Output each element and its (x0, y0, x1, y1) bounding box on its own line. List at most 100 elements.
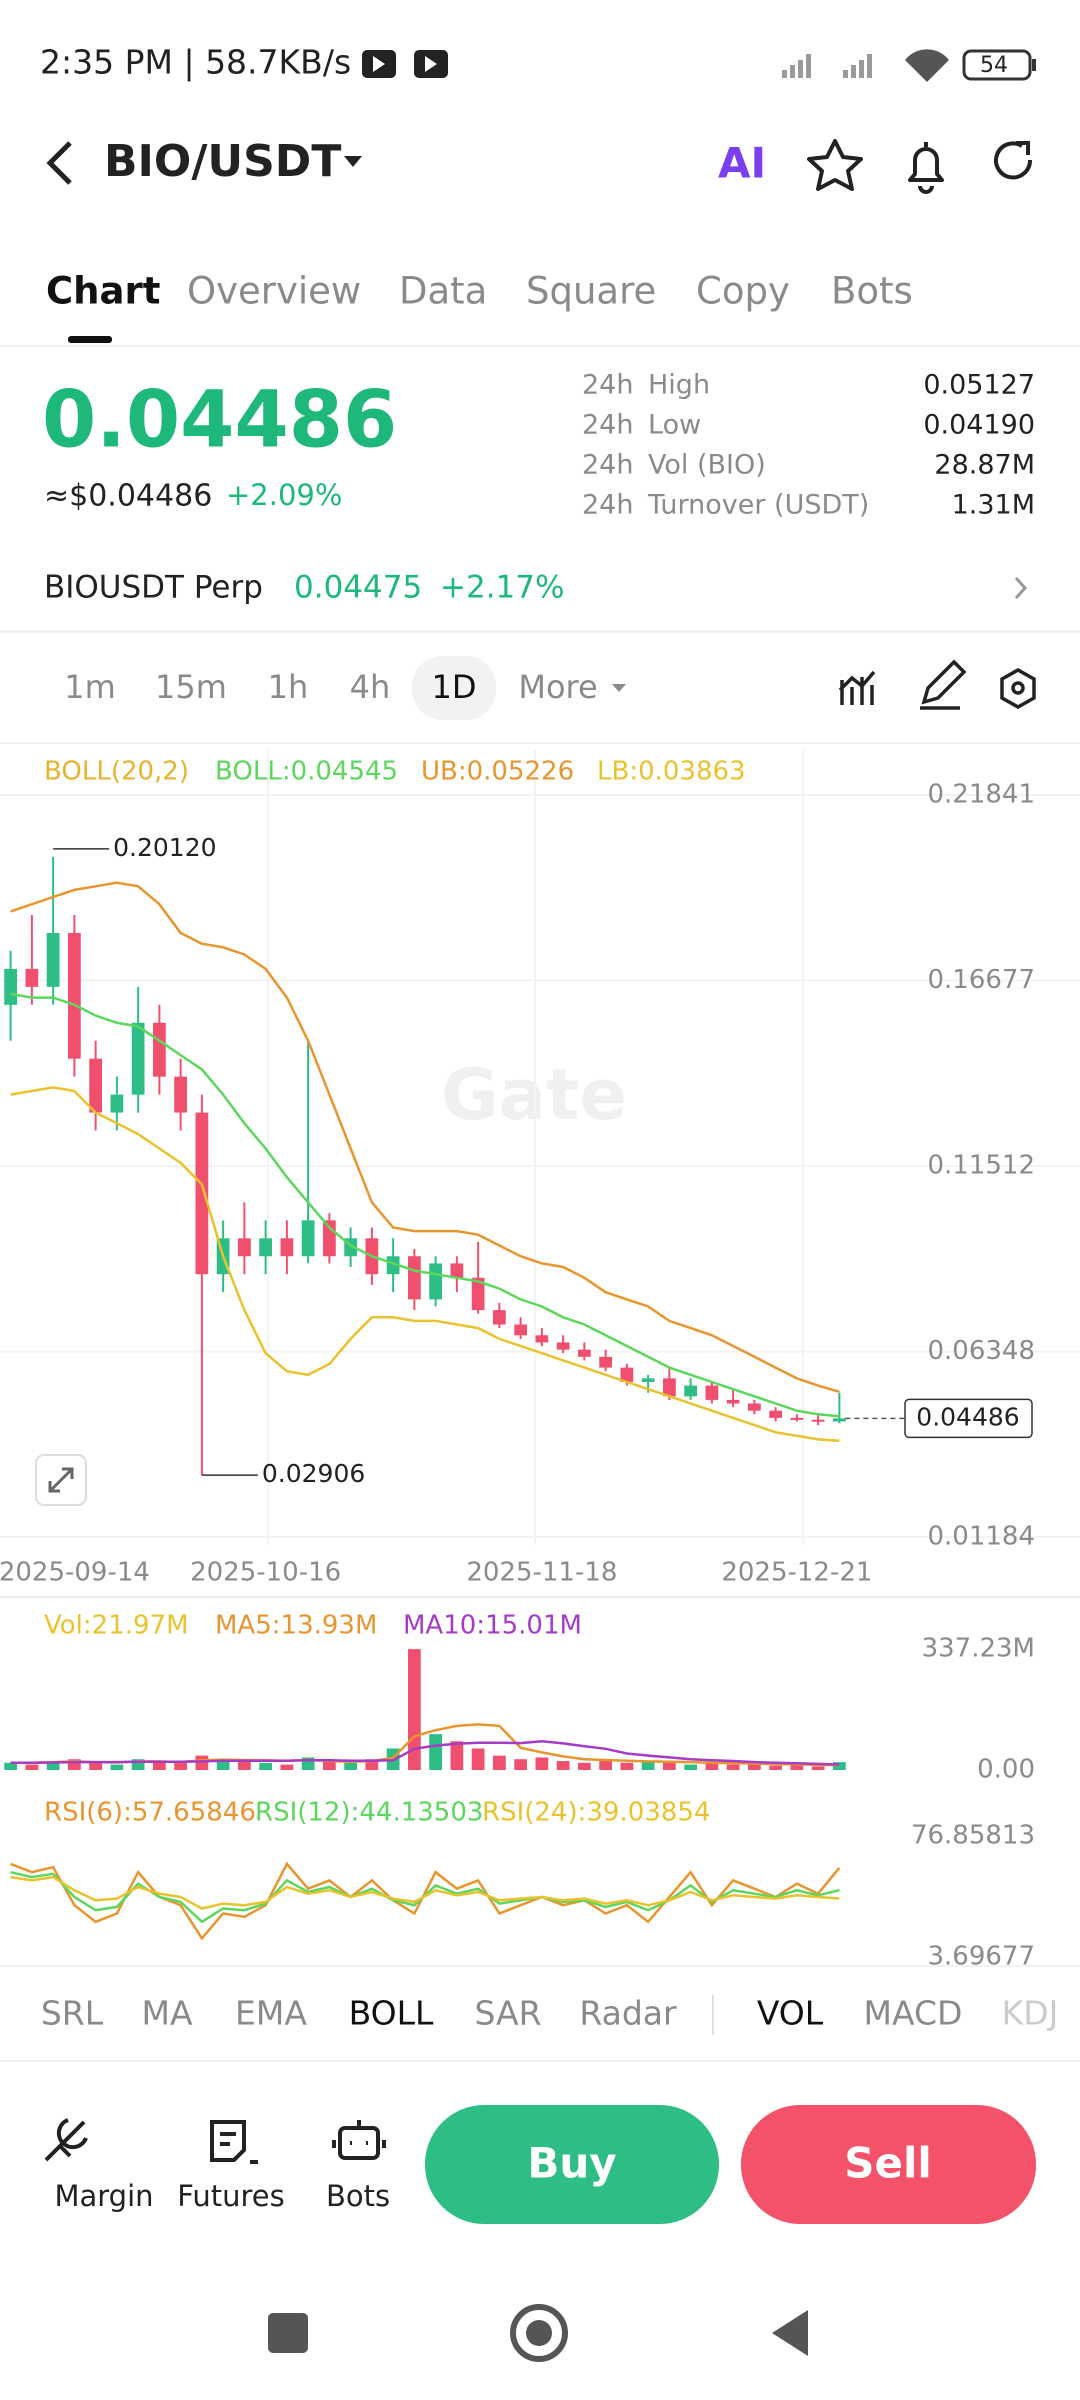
indicator-tab[interactable]: SRL (41, 1994, 104, 2033)
divider (0, 630, 1080, 633)
volume-bar (514, 1759, 527, 1770)
alert-button[interactable] (908, 142, 944, 194)
rsi-line (10, 1861, 841, 1941)
boll-line (10, 1086, 840, 1443)
candle-body (535, 1335, 549, 1343)
perp-chevron[interactable] (1014, 576, 1028, 600)
nav-recents[interactable] (268, 2313, 308, 2353)
interval[interactable]: 15m (155, 668, 227, 706)
indicator-tab[interactable]: KDJ (1002, 1994, 1059, 2033)
indicator-tab[interactable]: VOL (757, 1994, 824, 2033)
chart-tools[interactable] (838, 659, 1036, 710)
candle-body (599, 1356, 612, 1368)
volume-bar (684, 1764, 697, 1770)
candle-body (259, 1238, 272, 1257)
stat-label: Vol (BIO) (648, 450, 766, 481)
action-label[interactable]: Margin (54, 2179, 153, 2213)
tab[interactable]: Copy (696, 270, 790, 313)
interval[interactable]: 1h (268, 668, 309, 706)
status-icons (362, 49, 1036, 82)
pair-title[interactable]: BIO/USDT (104, 136, 341, 187)
legend-entry: RSI(6):57.65846 (44, 1798, 256, 1828)
pair-dropdown[interactable] (344, 156, 362, 167)
tab[interactable]: Chart (46, 270, 160, 313)
divider (712, 1995, 714, 2035)
candle-body (68, 932, 81, 1059)
interval[interactable]: More (518, 668, 597, 706)
candle-body (238, 1238, 251, 1257)
candle-body (110, 1094, 124, 1113)
sell-button[interactable] (741, 2105, 1036, 2224)
candle-body (493, 1310, 506, 1325)
usd-price: ≈$0.04486 (44, 479, 212, 514)
indicator-tab[interactable]: SAR (474, 1994, 541, 2033)
indicator-tab[interactable]: MACD (864, 1994, 963, 2033)
y-tick-label: 0.21841 (927, 780, 1035, 810)
candle-body (663, 1378, 676, 1397)
indicator-tab[interactable]: BOLL (349, 1994, 434, 2033)
ai-button[interactable]: AI (718, 139, 766, 188)
stat-label: High (648, 370, 710, 401)
volume-bar (663, 1762, 676, 1770)
candle-body (471, 1277, 485, 1311)
indicator-tab[interactable]: Radar (579, 1994, 677, 2033)
tab[interactable]: Square (526, 270, 656, 313)
favorite-button[interactable] (807, 139, 863, 191)
candle-body (450, 1263, 464, 1278)
volume-bar (705, 1762, 719, 1770)
nav-back[interactable] (772, 2310, 808, 2356)
divider (0, 2060, 1080, 2062)
x-tick-label: 2025-11-18 (466, 1558, 617, 1588)
candle-body (556, 1342, 570, 1350)
interval[interactable]: 1m (64, 668, 116, 706)
tab[interactable]: Bots (831, 270, 913, 313)
y-tick-label: 337.23M (922, 1634, 1035, 1664)
volume-bar (429, 1734, 442, 1770)
last-price-box (904, 1398, 1033, 1439)
perp-change[interactable]: +2.17% (440, 570, 564, 606)
nav-home[interactable] (510, 2304, 568, 2362)
y-tick-label: 0.06348 (927, 1336, 1035, 1366)
indicator-tab[interactable]: MA (141, 1994, 192, 2033)
action-icons (44, 2118, 386, 2164)
stat-value: 0.05127 (923, 370, 1035, 401)
candle-body (25, 968, 39, 987)
x-tick-label: 2025-09-14 (0, 1558, 150, 1588)
volume-bar (726, 1764, 740, 1770)
candle-body (408, 1256, 421, 1300)
interval-selected-bg (412, 656, 496, 720)
buy-label[interactable]: Buy (527, 2139, 616, 2188)
volume-bar (4, 1762, 17, 1770)
volume-bar (450, 1741, 464, 1770)
candle-body (386, 1256, 400, 1275)
share-button[interactable] (994, 141, 1033, 180)
action-label[interactable]: Bots (326, 2179, 390, 2213)
action-label[interactable]: Futures (177, 2179, 284, 2213)
x-tick-label: 2025-10-16 (190, 1558, 341, 1588)
sell-label[interactable]: Sell (844, 2139, 932, 2188)
volume-bar (89, 1762, 102, 1770)
perp-name[interactable]: BIOUSDT Perp (44, 570, 263, 606)
candle-body (4, 968, 17, 1005)
tab[interactable]: Overview (187, 270, 361, 313)
indicator-tab[interactable]: EMA (235, 1994, 307, 2033)
candle-body (578, 1349, 591, 1357)
perp-price[interactable]: 0.04475 (294, 570, 422, 606)
back-button[interactable] (46, 141, 72, 185)
volume-bar (365, 1759, 379, 1770)
buy-button[interactable] (425, 2105, 719, 2224)
volume-bar (620, 1762, 634, 1770)
interval[interactable]: 4h (350, 668, 391, 706)
volume-bar (46, 1761, 60, 1770)
volume-bar (259, 1762, 272, 1770)
annotation-label: 0.20120 (113, 833, 216, 862)
expand-icon (48, 1467, 74, 1493)
interval[interactable]: 1D (432, 668, 477, 706)
tab[interactable]: Data (399, 270, 487, 313)
y-tick-label: 76.85813 (911, 1821, 1035, 1851)
volume-bar (131, 1759, 145, 1770)
candle-body (684, 1385, 697, 1397)
candle-body (301, 1220, 315, 1257)
divider (0, 1596, 1080, 1598)
